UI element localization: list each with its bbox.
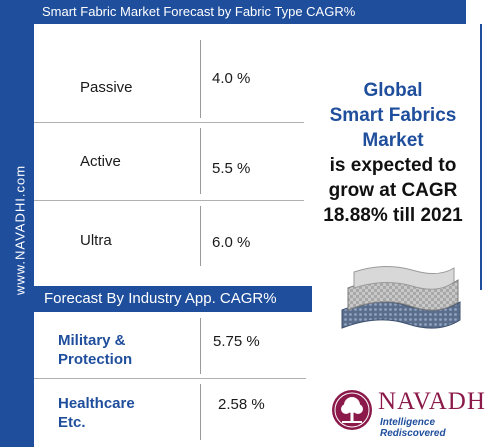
industry-label: Military & Protection [58,331,132,369]
fabric-type-value: 6.0 % [212,234,251,251]
headline-line: Global [363,80,423,101]
divider [200,384,201,440]
fabric-type-frame [34,24,482,290]
industry-label-line: Etc. [58,414,86,431]
divider [200,206,201,266]
fabric-type-label: Passive [80,79,133,96]
divider [200,318,201,374]
fabric-type-label: Active [80,153,121,170]
industry-section-title: Forecast By Industry App. CAGR% [44,290,277,307]
headline-line: 18.88% till 2021 [323,205,463,226]
header-title: Smart Fabric Market Forecast by Fabric T… [42,4,356,19]
navadhi-logo: NAVADHI Intelligence Rediscovered [330,386,486,439]
headline: Global Smart Fabrics Market is expected … [308,78,478,228]
tree-emblem-icon [332,390,372,430]
headline-line: grow at CAGR [328,180,458,201]
industry-section-header: Forecast By Industry App. CAGR% [34,286,312,312]
divider [200,128,201,194]
fabric-type-value: 5.5 % [212,160,251,177]
industry-label-line: Healthcare [58,395,135,412]
headline-line: Smart Fabrics [329,105,457,126]
industry-label-line: Military & [58,332,126,349]
divider [200,40,201,118]
sidebar: www.NAVADHI.com [0,0,34,447]
headline-line: is expected to [329,155,457,176]
fabric-type-label: Ultra [80,232,112,249]
website-url: www.NAVADHI.com [12,164,28,296]
divider [34,378,306,379]
divider [34,200,304,201]
header-bar: Smart Fabric Market Forecast by Fabric T… [34,0,474,24]
industry-value: 2.58 % [218,396,265,413]
logo-tagline: Intelligence Rediscovered [380,417,446,439]
fabric-type-value: 4.0 % [212,70,251,87]
industry-label-line: Protection [58,351,133,368]
industry-value: 5.75 % [213,333,260,350]
logo-name: NAVADHI [378,388,486,415]
divider [34,122,304,123]
headline-line: Market [362,130,424,151]
fabric-layers-image [341,266,461,329]
industry-label: Healthcare Etc. [58,394,135,432]
